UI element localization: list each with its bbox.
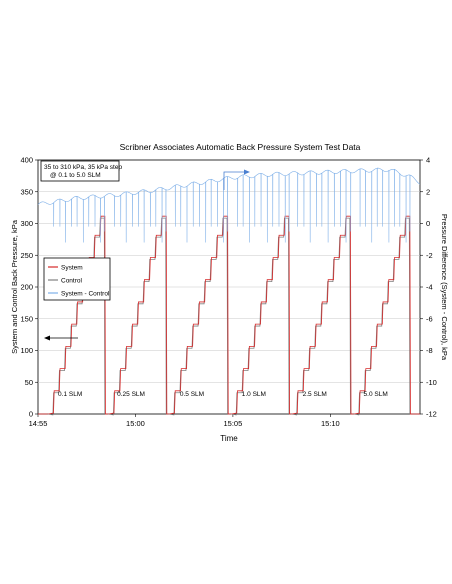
legend-label: System bbox=[61, 265, 83, 272]
x-tick-label: 15:05 bbox=[224, 419, 243, 428]
control-series-cycle bbox=[168, 217, 229, 416]
right-tick-label: -6 bbox=[426, 314, 433, 323]
legend-label: Control bbox=[61, 278, 83, 285]
left-tick-label: 50 bbox=[25, 378, 33, 387]
right-tick-label: -12 bbox=[426, 410, 437, 419]
system-series-cycle bbox=[108, 215, 168, 415]
right-tick-label: -2 bbox=[426, 251, 433, 260]
chart-title: Scribner Associates Automatic Back Press… bbox=[120, 142, 361, 152]
info-box-line-2: @ 0.1 to 5.0 SLM bbox=[50, 172, 101, 179]
right-tick-label: -8 bbox=[426, 346, 433, 355]
left-tick-label: 150 bbox=[20, 314, 33, 323]
cycle-label: 0.1 SLM bbox=[58, 391, 82, 398]
x-axis-ticks: 14:55 15:00 15:05 15:10 bbox=[29, 414, 340, 428]
left-axis-ticks: 0 50 100 150 200 250 300 350 400 bbox=[20, 156, 38, 419]
x-axis-label: Time bbox=[220, 434, 238, 443]
x-tick-label: 15:00 bbox=[126, 419, 145, 428]
cycle-label: 0.25 SLM bbox=[117, 391, 145, 398]
legend: System Control System - Control bbox=[43, 257, 111, 301]
cycle-label: 1.0 SLM bbox=[242, 391, 266, 398]
right-tick-label: 2 bbox=[426, 187, 430, 196]
info-box: 35 to 310 kPa, 35 kPa step @ 0.1 to 5.0 … bbox=[40, 160, 122, 182]
left-tick-label: 300 bbox=[20, 219, 33, 228]
cycle-label: 5.0 SLM bbox=[364, 391, 388, 398]
left-tick-label: 350 bbox=[20, 187, 33, 196]
right-tick-label: -10 bbox=[426, 378, 437, 387]
right-axis-ticks: -12 -10 -8 -6 -4 -2 0 2 4 bbox=[420, 156, 437, 419]
left-tick-label: 200 bbox=[20, 283, 33, 292]
left-tick-label: 0 bbox=[29, 410, 33, 419]
grid-lines bbox=[38, 191, 420, 383]
left-tick-label: 100 bbox=[20, 346, 33, 355]
right-tick-label: 4 bbox=[426, 156, 430, 165]
x-tick-label: 15:10 bbox=[321, 419, 340, 428]
legend-label: System - Control bbox=[61, 291, 110, 298]
cycle-label: 2.5 SLM bbox=[303, 391, 327, 398]
system-series-cycle bbox=[169, 215, 229, 415]
y-axis-label: System and Control Back Pressure, kPa bbox=[10, 219, 19, 354]
left-tick-label: 250 bbox=[20, 251, 33, 260]
x-tick-label: 14:55 bbox=[29, 419, 48, 428]
cycle-label: 0.5 SLM bbox=[180, 391, 204, 398]
control-series-cycle bbox=[47, 217, 106, 416]
y2-axis-label: Pressure Difference (System - Control), … bbox=[440, 214, 449, 361]
left-tick-label: 400 bbox=[20, 156, 33, 165]
right-tick-label: -4 bbox=[426, 283, 433, 292]
series-layer bbox=[37, 167, 421, 416]
system-series-cycle bbox=[48, 215, 106, 415]
right-tick-label: 0 bbox=[426, 219, 430, 228]
system-series-cycle bbox=[354, 215, 411, 415]
control-series-cycle bbox=[108, 217, 167, 416]
info-box-line-1: 35 to 310 kPa, 35 kPa step bbox=[44, 164, 122, 171]
control-series-cycle bbox=[291, 217, 351, 416]
cycle-labels: 0.1 SLM 0.25 SLM 0.5 SLM 1.0 SLM 2.5 SLM 5.0 … bbox=[58, 391, 388, 398]
system-series-cycle bbox=[231, 215, 291, 415]
difference-series bbox=[37, 167, 421, 243]
arrow-to-right-axis bbox=[223, 169, 250, 190]
arrow-to-left-axis bbox=[44, 335, 78, 341]
control-series-cycle bbox=[230, 217, 290, 416]
system-series-cycle bbox=[291, 215, 352, 415]
control-series-cycle bbox=[353, 217, 411, 416]
